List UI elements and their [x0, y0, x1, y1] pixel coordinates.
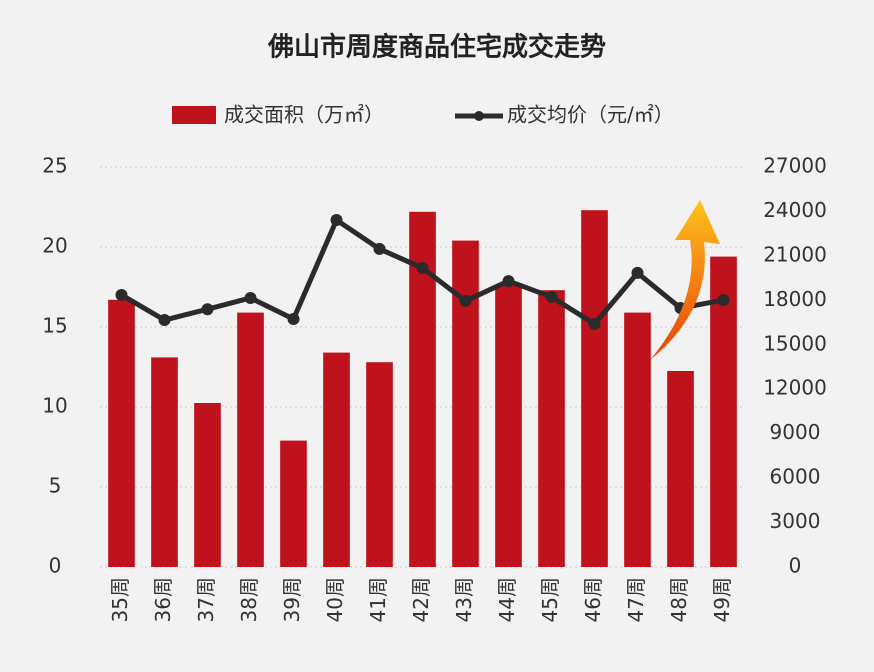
y-tick-label: 15: [42, 314, 67, 338]
x-tick-label: 46周: [581, 577, 605, 622]
legend-label: 成交均价（元/㎡）: [507, 103, 674, 127]
line-point: [115, 289, 128, 301]
bar: [667, 371, 694, 567]
y2-tick-label: 3000: [770, 509, 821, 533]
bar: [538, 290, 565, 567]
bar: [194, 403, 221, 567]
y2-tick-label: 24000: [763, 198, 827, 222]
x-tick-label: 44周: [495, 577, 519, 622]
chart-title: 佛山市周度商品住宅成交走势: [267, 32, 606, 63]
legend-swatch: [172, 106, 216, 124]
line-point: [545, 290, 558, 303]
x-tick-label: 42周: [409, 577, 433, 622]
bar: [710, 256, 737, 567]
bar: [323, 352, 350, 567]
y2-tick-label: 6000: [770, 465, 821, 489]
x-tick-label: 40周: [323, 577, 347, 622]
bar: [452, 240, 479, 567]
line-point: [330, 214, 343, 227]
bar: [581, 210, 608, 567]
y2-tick-label: 18000: [763, 287, 827, 311]
x-tick-label: 38周: [237, 577, 261, 622]
bar: [624, 312, 651, 567]
y-tick-label: 10: [42, 394, 67, 418]
line-point: [244, 291, 257, 304]
y2-tick-label: 0: [789, 554, 802, 578]
legend-swatch: [474, 111, 484, 121]
y2-tick-label: 9000: [770, 420, 821, 444]
y2-tick-label: 12000: [763, 376, 827, 400]
y-tick-label: 5: [49, 474, 62, 498]
x-tick-label: 48周: [667, 577, 691, 622]
line-point: [631, 266, 644, 279]
y-tick-label: 20: [42, 234, 67, 258]
legend-label: 成交面积（万㎡）: [224, 103, 384, 127]
bar: [237, 312, 264, 567]
bar: [108, 299, 135, 567]
bar: [366, 362, 393, 567]
x-tick-label: 36周: [151, 577, 175, 622]
x-tick-label: 45周: [538, 577, 562, 622]
x-tick-label: 49周: [710, 577, 734, 622]
line-point: [287, 313, 300, 325]
x-tick-label: 35周: [108, 577, 132, 622]
line-point: [717, 294, 730, 307]
y2-tick-label: 15000: [763, 331, 827, 355]
bar: [495, 285, 522, 567]
y2-tick-label: 21000: [763, 242, 827, 266]
y-tick-label: 0: [49, 554, 62, 578]
x-tick-label: 41周: [366, 577, 390, 622]
line-point: [158, 314, 171, 327]
line-point: [588, 318, 601, 331]
line-point: [201, 303, 214, 316]
line-point: [502, 275, 515, 288]
x-tick-label: 37周: [194, 577, 218, 622]
x-tick-label: 47周: [624, 577, 648, 622]
bar: [280, 440, 307, 567]
x-tick-label: 39周: [280, 577, 304, 622]
line-point: [373, 242, 386, 255]
x-tick-label: 43周: [452, 577, 476, 622]
line-point: [416, 262, 429, 275]
y-tick-label: 25: [42, 154, 67, 178]
y2-tick-label: 27000: [763, 154, 827, 178]
arrow-decoration: [650, 200, 720, 360]
line-point: [459, 294, 472, 307]
bar: [151, 357, 178, 567]
